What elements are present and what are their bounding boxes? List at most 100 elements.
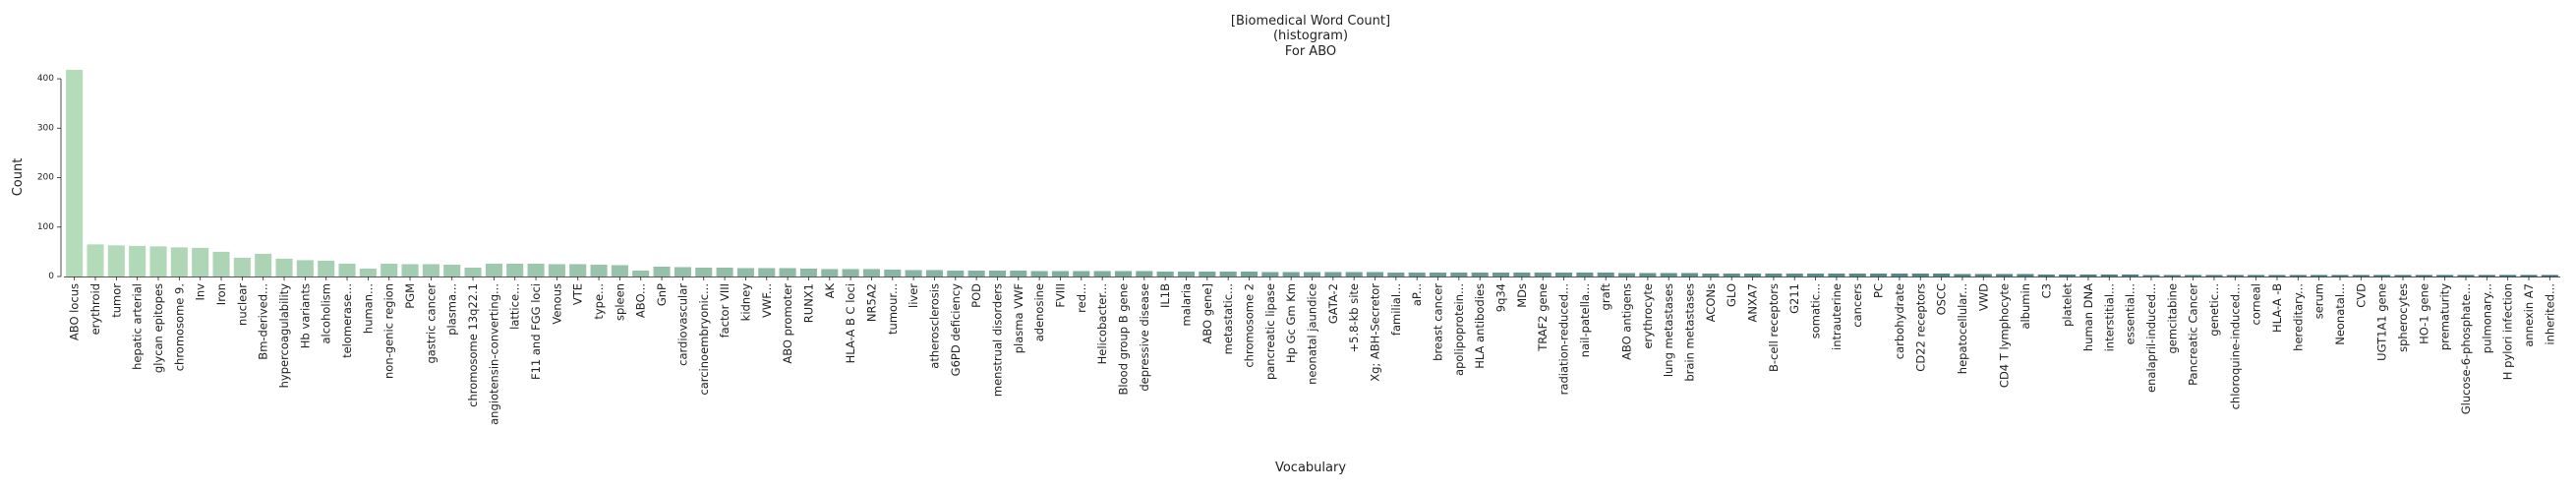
bar-87 — [1891, 273, 1908, 277]
bar-48 — [1073, 271, 1090, 277]
bar-56 — [1240, 271, 1259, 277]
bar-62 — [1366, 272, 1384, 277]
bar-59 — [1303, 272, 1321, 277]
x-tick-label-98: essential... — [2124, 283, 2137, 344]
bar-95 — [2059, 274, 2077, 277]
x-tick-label-92: CD4 T lymphocyte — [1998, 283, 2012, 388]
x-tick-label-68: 9q34 — [1494, 283, 1508, 312]
bar-19 — [464, 267, 482, 277]
bar-17 — [422, 264, 439, 277]
bar-68 — [1492, 272, 1510, 277]
bar-118 — [2541, 275, 2558, 277]
x-tick-label-88: CD22 receptors — [1913, 283, 1927, 372]
bar-103 — [2226, 275, 2244, 277]
bar-99 — [2142, 275, 2160, 277]
x-tick-label-71: radiation-reduced... — [1557, 283, 1571, 395]
bar-50 — [1114, 271, 1133, 277]
x-tick-label-94: C3 — [2039, 283, 2053, 298]
chart-title-line-1: [Biomedical Word Count] — [1231, 14, 1390, 29]
bar-94 — [2037, 274, 2055, 277]
bar-10 — [275, 258, 293, 277]
x-tick-label-13: telomerase... — [340, 283, 354, 358]
x-tick-label-49: Helicobacter... — [1095, 283, 1109, 364]
x-tick-label-9: Bm-derived... — [257, 283, 270, 360]
bar-12 — [318, 260, 335, 277]
bar-38 — [862, 269, 880, 277]
x-tick-label-30: carcinoembryonic... — [697, 283, 711, 396]
bar-53 — [1177, 271, 1196, 277]
x-tick-label-3: hepatic arterial — [131, 283, 145, 370]
x-tick-label-25: type... — [592, 283, 606, 320]
bar-104 — [2248, 275, 2265, 277]
bar-45 — [1010, 270, 1027, 277]
x-tick-label-117: annexin A7 — [2522, 283, 2536, 347]
x-tick-label-113: prematurity — [2438, 283, 2452, 350]
bar-105 — [2268, 275, 2286, 277]
x-tick-label-89: OSCC — [1935, 283, 1949, 315]
bar-90 — [1954, 274, 1971, 277]
x-tick-label-107: serum — [2313, 283, 2326, 319]
bars-layer — [66, 70, 2558, 277]
bar-37 — [842, 269, 859, 277]
bar-108 — [2331, 275, 2349, 277]
bar-77 — [1681, 273, 1699, 277]
bar-27 — [632, 270, 650, 277]
x-tick-label-36: AK — [823, 283, 837, 299]
bar-111 — [2394, 275, 2412, 277]
x-tick-label-63: familial... — [1389, 283, 1403, 336]
bar-74 — [1618, 273, 1636, 277]
x-tick-label-114: Glucose-6-phosphate... — [2459, 283, 2473, 414]
y-axis-label: Count — [11, 158, 26, 197]
x-tick-label-31: factor VIII — [718, 283, 732, 338]
x-tick-label-82: G211 — [1787, 283, 1801, 314]
x-tick-label-11: Hb variants — [298, 283, 312, 348]
bar-3 — [129, 245, 146, 277]
y-tick-label-4: 400 — [37, 74, 54, 84]
chart-title-line-3: For ABO — [1285, 44, 1336, 59]
x-tick-label-102: genetic... — [2207, 283, 2221, 337]
bar-66 — [1450, 272, 1468, 277]
bar-115 — [2478, 275, 2495, 277]
bar-4 — [149, 246, 167, 277]
x-tick-label-112: HO-1 gene — [2417, 283, 2430, 344]
x-tick-label-35: RUNX1 — [801, 283, 815, 323]
bar-84 — [1828, 273, 1845, 277]
x-tick-label-85: cancers — [1850, 283, 1864, 328]
bar-79 — [1723, 273, 1740, 277]
bar-97 — [2100, 274, 2118, 277]
bar-46 — [1030, 271, 1048, 277]
x-tick-label-118: inherited... — [2543, 283, 2556, 345]
bar-28 — [653, 266, 671, 277]
bar-29 — [673, 267, 691, 277]
bar-65 — [1429, 272, 1447, 277]
bar-80 — [1744, 273, 1762, 277]
bar-40 — [905, 270, 922, 277]
x-tick-label-116: H pylori infection — [2501, 283, 2515, 380]
bar-39 — [884, 269, 902, 277]
bar-60 — [1324, 272, 1342, 277]
x-tick-label-33: VWF... — [760, 283, 774, 318]
x-tick-label-6: Inv — [194, 283, 207, 301]
bar-117 — [2520, 275, 2538, 277]
bar-9 — [255, 253, 272, 277]
x-tick-label-59: neonatal jaundice — [1306, 283, 1319, 385]
x-tick-label-81: B-cell receptors — [1767, 283, 1781, 372]
x-tick-label-17: gastric cancer — [424, 283, 438, 364]
x-tick-label-19: chromosome 13q22.1 — [466, 283, 480, 407]
x-tick-label-86: PC — [1872, 283, 1886, 298]
x-tick-label-110: UGT1A1 gene — [2375, 283, 2389, 361]
x-tick-label-53: malaria — [1179, 283, 1193, 326]
y-axis: 0 100 200 300 400 — [37, 74, 62, 281]
x-tick-label-24: VTE — [571, 283, 585, 305]
bar-102 — [2205, 275, 2223, 277]
x-tick-label-54: ABO gene] — [1200, 283, 1214, 344]
x-axis-label: Vocabulary — [1275, 461, 1346, 475]
bar-67 — [1471, 272, 1489, 277]
bar-76 — [1660, 273, 1677, 277]
x-tick-label-47: FVIII — [1053, 283, 1067, 308]
bar-98 — [2122, 274, 2139, 277]
x-tick-label-108: Neonatal... — [2333, 283, 2347, 345]
bar-0 — [66, 70, 84, 277]
bar-110 — [2373, 275, 2391, 277]
x-tick-label-79: GLO — [1725, 283, 1738, 307]
